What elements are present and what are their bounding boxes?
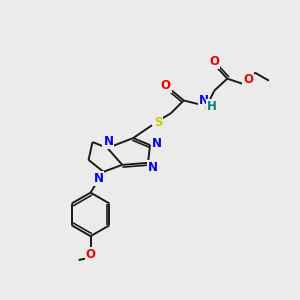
Text: N: N xyxy=(94,172,103,185)
Text: N: N xyxy=(148,161,158,174)
Text: S: S xyxy=(154,116,162,129)
Text: N: N xyxy=(103,135,113,148)
Text: N: N xyxy=(152,136,162,150)
Text: H: H xyxy=(206,100,216,113)
Text: O: O xyxy=(85,248,96,260)
Text: O: O xyxy=(161,79,171,92)
Text: O: O xyxy=(209,55,219,68)
Text: N: N xyxy=(199,94,208,107)
Text: O: O xyxy=(243,73,253,86)
